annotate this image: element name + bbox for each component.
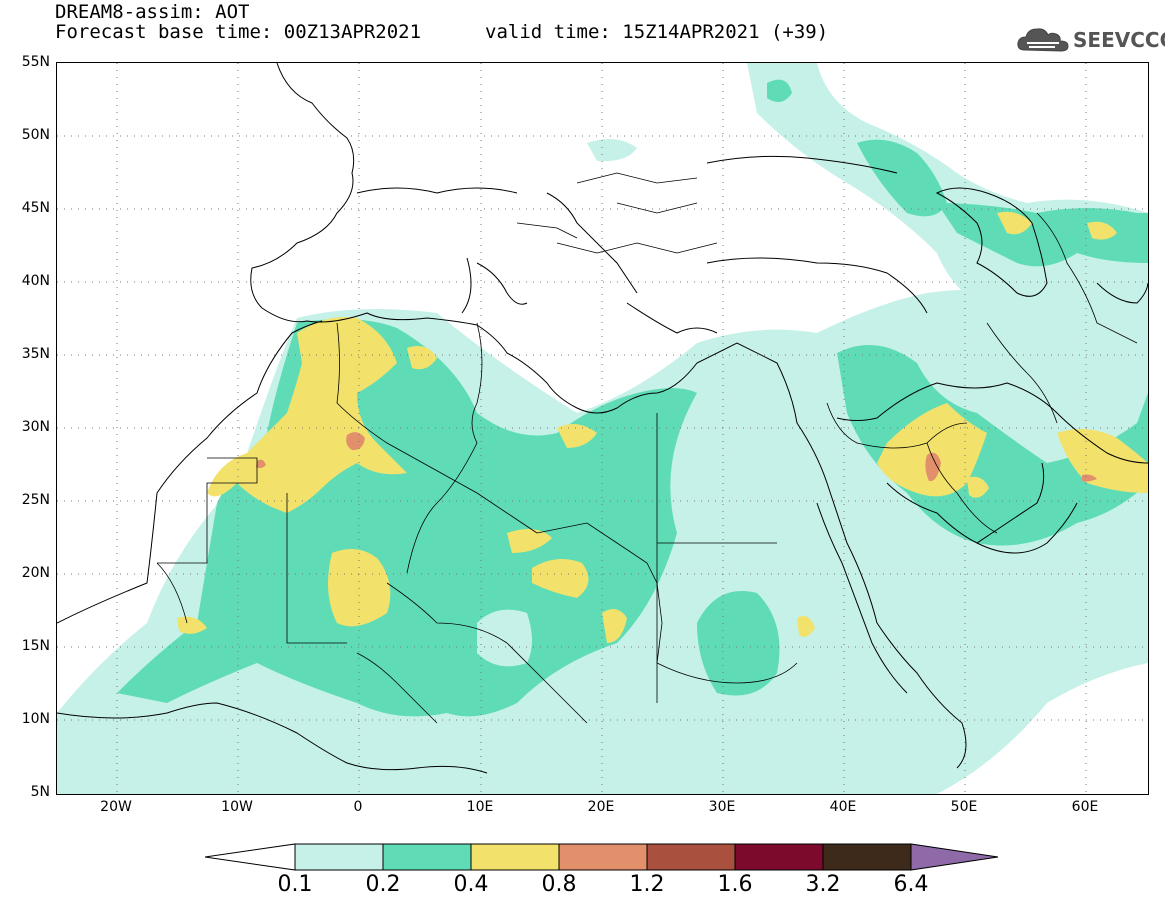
map-canvas [57, 63, 1148, 794]
lon-tick-label: 60E [1071, 799, 1099, 815]
lat-tick-label: 40N [21, 273, 50, 289]
gridlines [57, 63, 1148, 794]
map-title: DREAM8-assim: AOT [55, 1, 250, 23]
colorbar-segment-above [910, 843, 999, 871]
colorbar-label: 3.2 [805, 872, 841, 897]
seevccc-logo: SEEVCCC [1015, 22, 1165, 56]
aot-level-0-2 [117, 79, 1148, 717]
lon-tick-label: 30E [708, 799, 736, 815]
colorbar-segment-below [205, 843, 296, 871]
lat-tick-label: 50N [21, 127, 50, 143]
colorbar-segment [734, 843, 824, 871]
lon-tick-label: 10E [466, 799, 494, 815]
colorbar-label: 1.6 [717, 872, 753, 897]
lon-tick-label: 0 [353, 799, 363, 815]
lon-tick-label: 20E [587, 799, 615, 815]
lon-tick-label: 20W [100, 799, 132, 815]
colorbar-label: 0.2 [365, 872, 401, 897]
lat-tick-label: 10N [21, 711, 50, 727]
lat-tick-label: 55N [21, 54, 50, 70]
colorbar-label: 6.4 [893, 872, 929, 897]
colorbar-segment [822, 843, 912, 871]
coastlines [57, 63, 1148, 774]
logo-text: SEEVCCC [1073, 28, 1165, 52]
lon-tick-label: 10W [221, 799, 253, 815]
lat-tick-label: 15N [21, 638, 50, 654]
colorbar-label: 1.2 [629, 872, 665, 897]
lat-tick-label: 35N [21, 346, 50, 362]
forecast-base-time: Forecast base time: 00Z13APR2021 [55, 21, 422, 43]
colorbar-label: 0.1 [277, 872, 313, 897]
colorbar-segment [558, 843, 648, 871]
colorbar-label: 0.8 [541, 872, 577, 897]
colorbar-label: 0.4 [453, 872, 489, 897]
colorbar-segment [382, 843, 472, 871]
lat-tick-label: 45N [21, 200, 50, 216]
lat-tick-label: 30N [21, 419, 50, 435]
colorbar [205, 843, 999, 871]
lat-tick-label: 25N [21, 492, 50, 508]
lon-tick-label: 50E [950, 799, 978, 815]
aot-map [56, 62, 1149, 795]
colorbar-segment [646, 843, 736, 871]
lat-tick-label: 20N [21, 565, 50, 581]
country-borders [156, 172, 1138, 724]
colorbar-segment [294, 843, 384, 871]
cloud-icon [1017, 28, 1069, 52]
colorbar-segment [470, 843, 560, 871]
lat-tick-label: 5N [30, 784, 50, 800]
valid-time: valid time: 15Z14APR2021 (+39) [485, 21, 829, 43]
lon-tick-label: 40E [829, 799, 857, 815]
